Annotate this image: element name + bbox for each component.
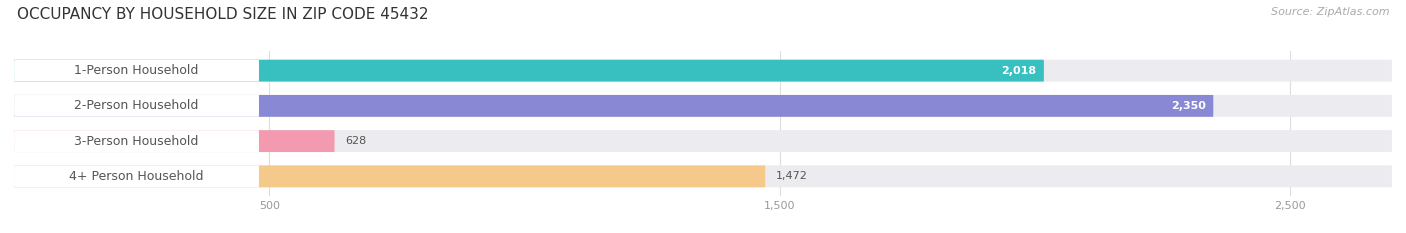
FancyBboxPatch shape bbox=[14, 130, 1392, 152]
FancyBboxPatch shape bbox=[14, 60, 1392, 82]
FancyBboxPatch shape bbox=[14, 130, 335, 152]
FancyBboxPatch shape bbox=[14, 165, 259, 187]
FancyBboxPatch shape bbox=[14, 60, 259, 82]
FancyBboxPatch shape bbox=[14, 130, 259, 152]
Text: Source: ZipAtlas.com: Source: ZipAtlas.com bbox=[1271, 7, 1389, 17]
Text: 3-Person Household: 3-Person Household bbox=[75, 135, 198, 148]
FancyBboxPatch shape bbox=[14, 165, 1392, 187]
Text: 2,018: 2,018 bbox=[1001, 66, 1036, 76]
FancyBboxPatch shape bbox=[14, 165, 765, 187]
Text: 2,350: 2,350 bbox=[1171, 101, 1206, 111]
FancyBboxPatch shape bbox=[14, 60, 1043, 82]
Text: OCCUPANCY BY HOUSEHOLD SIZE IN ZIP CODE 45432: OCCUPANCY BY HOUSEHOLD SIZE IN ZIP CODE … bbox=[17, 7, 429, 22]
Text: 1,472: 1,472 bbox=[776, 171, 807, 181]
FancyBboxPatch shape bbox=[14, 95, 1213, 117]
Text: 2-Person Household: 2-Person Household bbox=[75, 99, 198, 112]
Text: 628: 628 bbox=[344, 136, 366, 146]
FancyBboxPatch shape bbox=[14, 95, 1392, 117]
FancyBboxPatch shape bbox=[14, 95, 259, 117]
Text: 4+ Person Household: 4+ Person Household bbox=[69, 170, 204, 183]
Text: 1-Person Household: 1-Person Household bbox=[75, 64, 198, 77]
